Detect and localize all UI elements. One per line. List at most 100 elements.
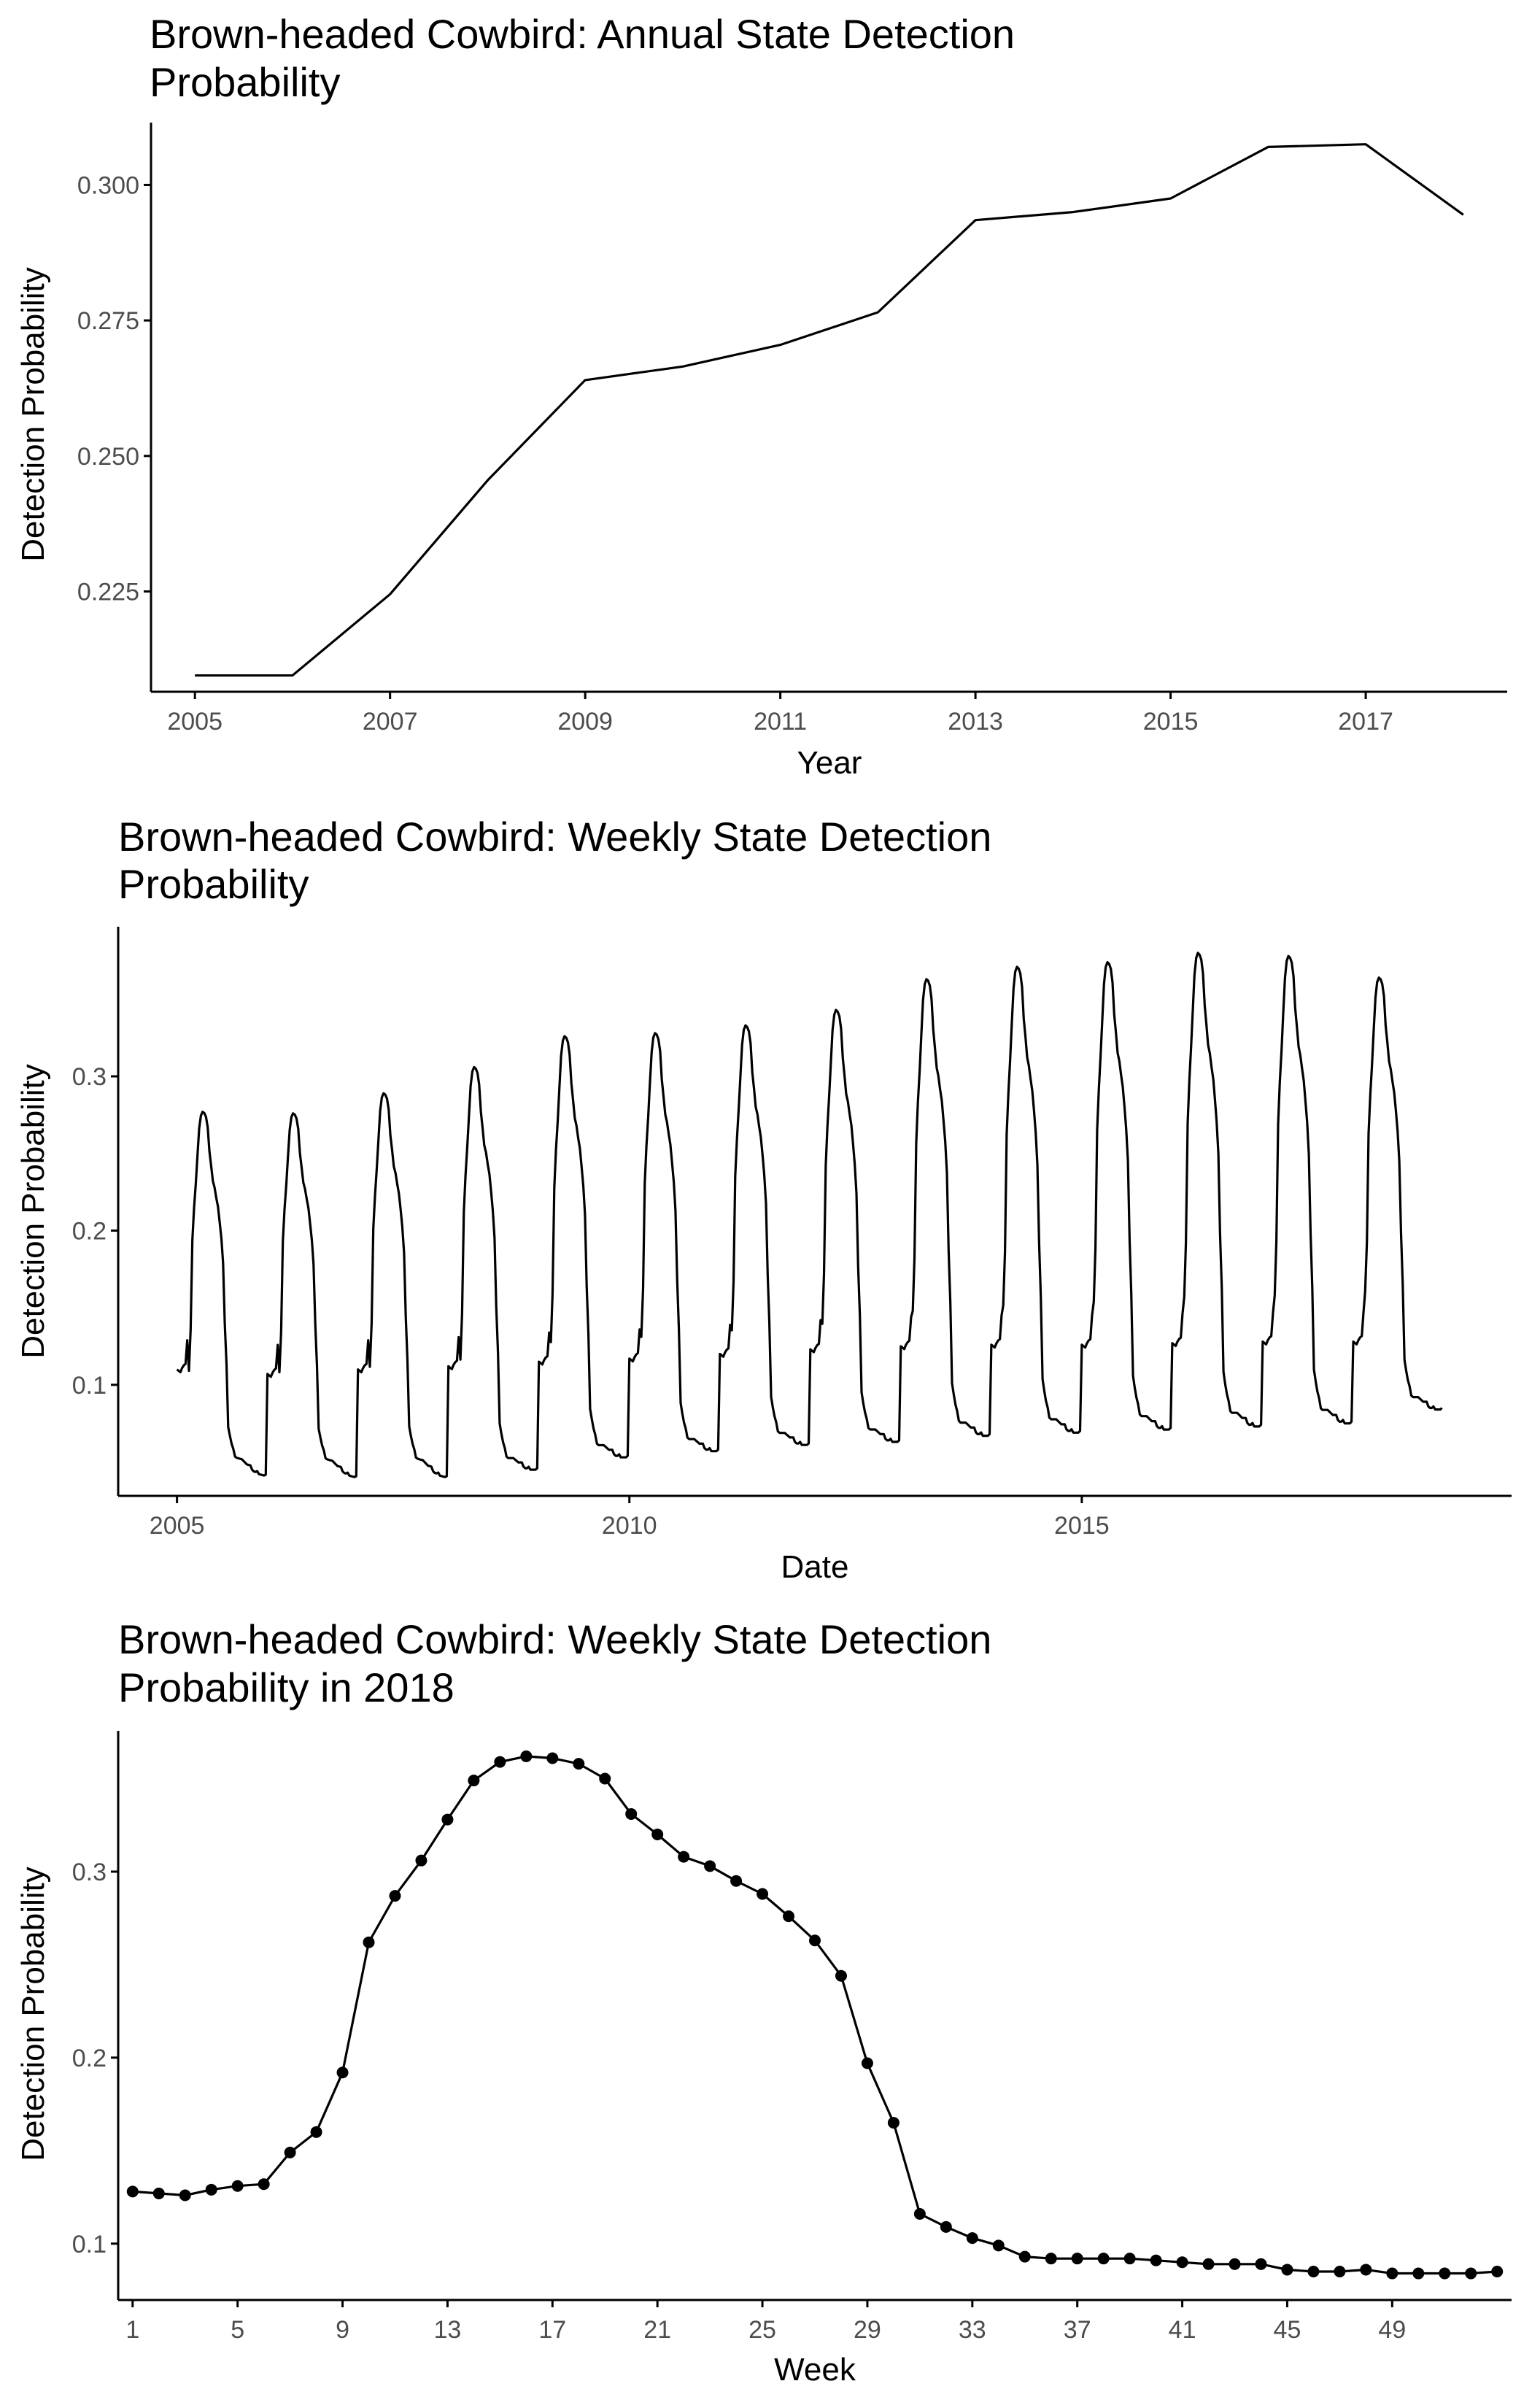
data-point bbox=[205, 2183, 217, 2196]
annual-x-tick-label: 2017 bbox=[1338, 708, 1393, 736]
data-point bbox=[179, 2189, 191, 2201]
weekly-2018-y-tick-label: 0.2 bbox=[72, 2045, 107, 2072]
weekly-2018-x-tick-label: 13 bbox=[434, 2316, 462, 2344]
weekly-2018-x-tick-label: 37 bbox=[1064, 2316, 1091, 2344]
annual-title-line-1: Brown-headed Cowbird: Annual State Detec… bbox=[150, 11, 1015, 57]
weekly-y-tick-label: 0.3 bbox=[72, 1063, 107, 1091]
weekly-2018-x-tick-label: 49 bbox=[1378, 2316, 1406, 2344]
data-point bbox=[336, 2067, 349, 2079]
weekly-2018-ticks: 0.1 0.2 0.3 1 5 9 13 17 21 25 29 33 37 41 45 49 bbox=[72, 1859, 1407, 2344]
data-point bbox=[284, 2146, 296, 2158]
annual-ticks: 0.225 0.250 0.275 0.300 2005 2007 2009 2011 2013… bbox=[77, 171, 1393, 736]
data-point bbox=[546, 1752, 559, 1764]
annual-x-tick-label: 2005 bbox=[167, 708, 223, 736]
data-point bbox=[1281, 2264, 1293, 2276]
weekly-2018-x-axis-title: Week bbox=[774, 2352, 856, 2388]
data-point bbox=[520, 1750, 533, 1762]
annual-x-tick-label: 2015 bbox=[1143, 708, 1199, 736]
data-point bbox=[1097, 2253, 1110, 2265]
data-point bbox=[1255, 2258, 1267, 2270]
weekly-2018-x-tick-label: 9 bbox=[336, 2316, 349, 2344]
weekly-title-line-1: Brown-headed Cowbird: Weekly State Detec… bbox=[118, 814, 991, 860]
data-point bbox=[231, 2180, 244, 2192]
data-point bbox=[704, 1860, 716, 1872]
data-point bbox=[441, 1813, 454, 1826]
weekly-2018-x-tick-label: 33 bbox=[959, 2316, 986, 2344]
annual-x-tick-label: 2007 bbox=[363, 708, 418, 736]
weekly-2018-title-line-2: Probability in 2018 bbox=[118, 1664, 454, 1710]
annual-y-tick-label: 0.275 bbox=[77, 307, 139, 335]
data-point bbox=[494, 1756, 506, 1768]
data-point bbox=[1202, 2258, 1215, 2270]
weekly-2018-y-tick-label: 0.3 bbox=[72, 1859, 107, 1886]
weekly-2018-x-tick-label: 41 bbox=[1169, 2316, 1196, 2344]
weekly-2018-title-line-1: Brown-headed Cowbird: Weekly State Detec… bbox=[118, 1616, 991, 1662]
weekly-ticks: 0.1 0.2 0.3 2005 2010 2015 bbox=[72, 1063, 1110, 1540]
annual-title-line-2: Probability bbox=[150, 59, 340, 105]
data-point bbox=[310, 2126, 322, 2138]
annual-panel: Brown-headed Cowbird: Annual State Detec… bbox=[15, 11, 1507, 781]
data-point bbox=[678, 1851, 690, 1863]
annual-series-line bbox=[195, 143, 1464, 677]
annual-y-tick-label: 0.250 bbox=[77, 443, 139, 471]
weekly-2018-y-tick-label: 0.1 bbox=[72, 2231, 107, 2258]
weekly-y-axis-title: Detection Probability bbox=[15, 1064, 51, 1359]
data-point bbox=[940, 2220, 952, 2233]
data-point bbox=[1412, 2267, 1425, 2280]
weekly-title-line-2: Probability bbox=[118, 861, 309, 907]
data-point bbox=[1229, 2258, 1241, 2270]
weekly-y-tick-label: 0.2 bbox=[72, 1217, 107, 1245]
data-point bbox=[1018, 2250, 1031, 2263]
data-point bbox=[599, 1772, 611, 1785]
annual-x-tick-label: 2009 bbox=[557, 708, 613, 736]
weekly-x-axis-title: Date bbox=[781, 1549, 849, 1585]
weekly-2018-x-tick-label: 17 bbox=[538, 2316, 566, 2344]
data-point bbox=[1439, 2267, 1451, 2280]
data-point bbox=[835, 1969, 847, 1982]
data-point bbox=[1465, 2267, 1477, 2280]
data-point bbox=[573, 1758, 585, 1770]
data-point bbox=[1334, 2266, 1346, 2277]
annual-x-axis-title: Year bbox=[797, 745, 862, 781]
data-point bbox=[887, 2117, 900, 2129]
weekly-series-line bbox=[176, 952, 1443, 1478]
weekly-2018-x-tick-label: 29 bbox=[854, 2316, 881, 2344]
data-point bbox=[126, 2185, 139, 2198]
data-point bbox=[1123, 2253, 1136, 2265]
annual-y-tick-label: 0.225 bbox=[77, 579, 139, 606]
weekly-2018-x-tick-label: 21 bbox=[643, 2316, 671, 2344]
data-point bbox=[861, 2057, 873, 2069]
data-point bbox=[1071, 2253, 1083, 2265]
annual-y-axis-title: Detection Probability bbox=[15, 267, 51, 562]
weekly-2018-x-tick-label: 5 bbox=[231, 2316, 244, 2344]
data-point bbox=[363, 1936, 375, 1948]
data-point bbox=[757, 1888, 769, 1900]
weekly-2018-series-line bbox=[132, 1755, 1498, 2275]
weekly-2018-panel: Brown-headed Cowbird: Weekly State Detec… bbox=[15, 1616, 1512, 2388]
weekly-2018-x-tick-label: 25 bbox=[748, 2316, 776, 2344]
annual-x-tick-label: 2011 bbox=[754, 708, 807, 736]
weekly-y-tick-label: 0.1 bbox=[72, 1372, 107, 1400]
data-point bbox=[415, 1854, 428, 1867]
weekly-2018-x-tick-label: 45 bbox=[1274, 2316, 1301, 2344]
data-point bbox=[1386, 2267, 1398, 2280]
data-point bbox=[1176, 2256, 1188, 2269]
data-point bbox=[152, 2187, 165, 2199]
data-point bbox=[625, 1807, 638, 1820]
data-point bbox=[468, 1775, 480, 1787]
weekly-x-tick-label: 2015 bbox=[1054, 1512, 1110, 1540]
data-point bbox=[992, 2239, 1005, 2252]
data-point bbox=[783, 1910, 795, 1923]
data-point bbox=[651, 1828, 664, 1840]
weekly-x-tick-label: 2005 bbox=[150, 1512, 205, 1540]
weekly-2018-x-tick-label: 1 bbox=[125, 2316, 139, 2344]
weekly-x-tick-label: 2010 bbox=[602, 1512, 657, 1540]
annual-x-tick-label: 2013 bbox=[948, 708, 1003, 736]
data-point bbox=[258, 2178, 270, 2191]
weekly-2018-points bbox=[126, 1750, 1504, 2280]
data-point bbox=[1307, 2266, 1320, 2277]
data-point bbox=[966, 2232, 978, 2245]
data-point bbox=[1360, 2264, 1372, 2276]
data-point bbox=[1045, 2253, 1057, 2265]
